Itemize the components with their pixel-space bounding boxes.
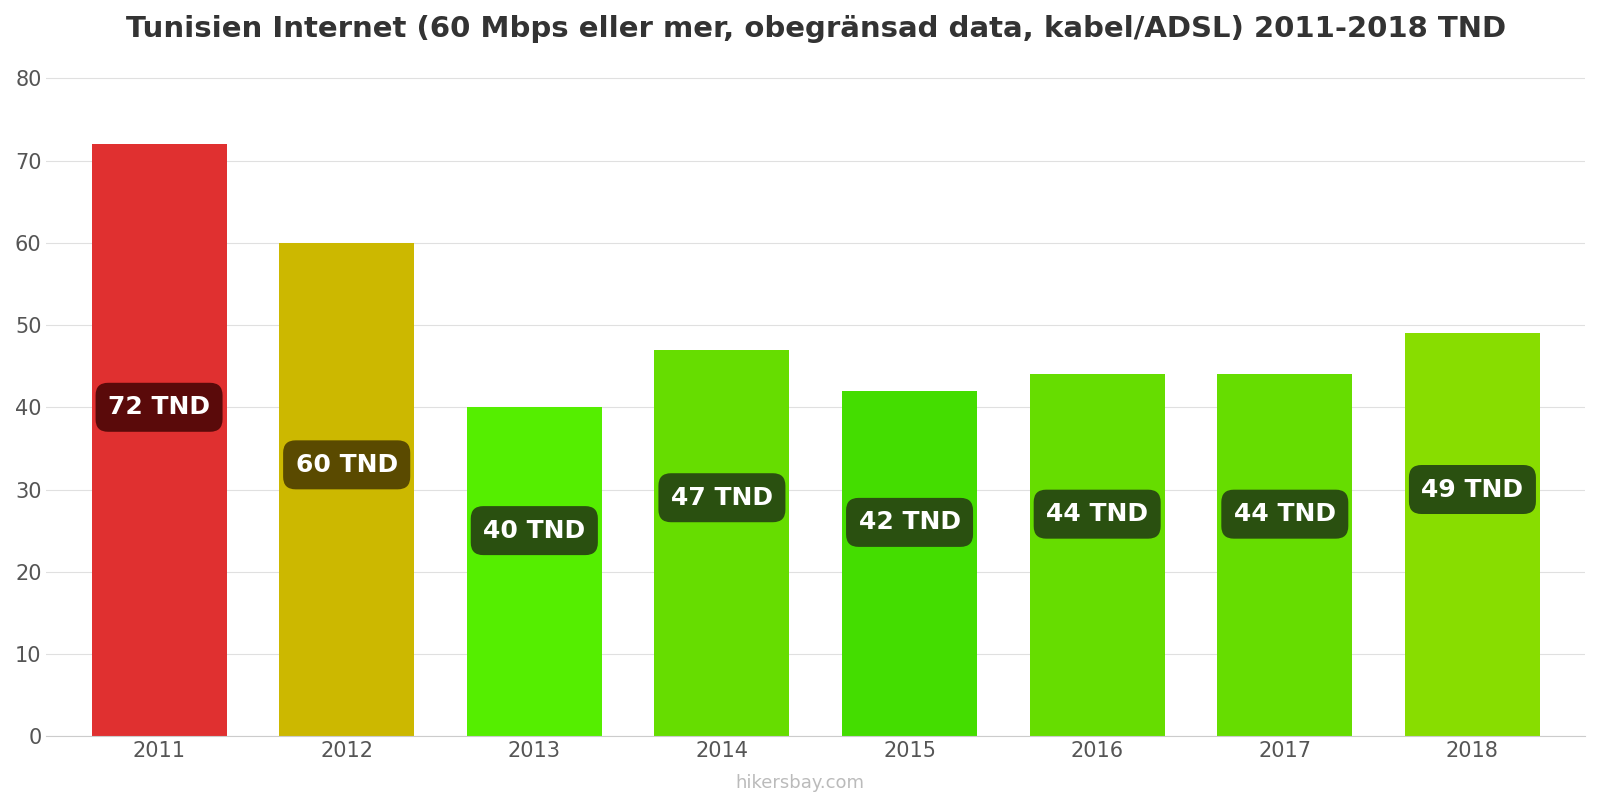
Text: 44 TND: 44 TND: [1234, 502, 1336, 526]
Bar: [91, 144, 227, 736]
Bar: [654, 350, 789, 736]
Text: 60 TND: 60 TND: [296, 453, 398, 477]
Text: 44 TND: 44 TND: [1046, 502, 1149, 526]
Bar: [842, 391, 978, 736]
Bar: [1030, 374, 1165, 736]
Bar: [1218, 374, 1352, 736]
Text: 40 TND: 40 TND: [483, 518, 586, 542]
Text: 72 TND: 72 TND: [109, 395, 210, 419]
Text: hikersbay.com: hikersbay.com: [736, 774, 864, 792]
Bar: [278, 243, 414, 736]
Text: 42 TND: 42 TND: [859, 510, 960, 534]
Text: 49 TND: 49 TND: [1421, 478, 1523, 502]
Bar: [467, 407, 602, 736]
Title: Tunisien Internet (60 Mbps eller mer, obegränsad data, kabel/ADSL) 2011-2018 TND: Tunisien Internet (60 Mbps eller mer, ob…: [126, 15, 1506, 43]
Text: 47 TND: 47 TND: [670, 486, 773, 510]
Bar: [1405, 334, 1539, 736]
